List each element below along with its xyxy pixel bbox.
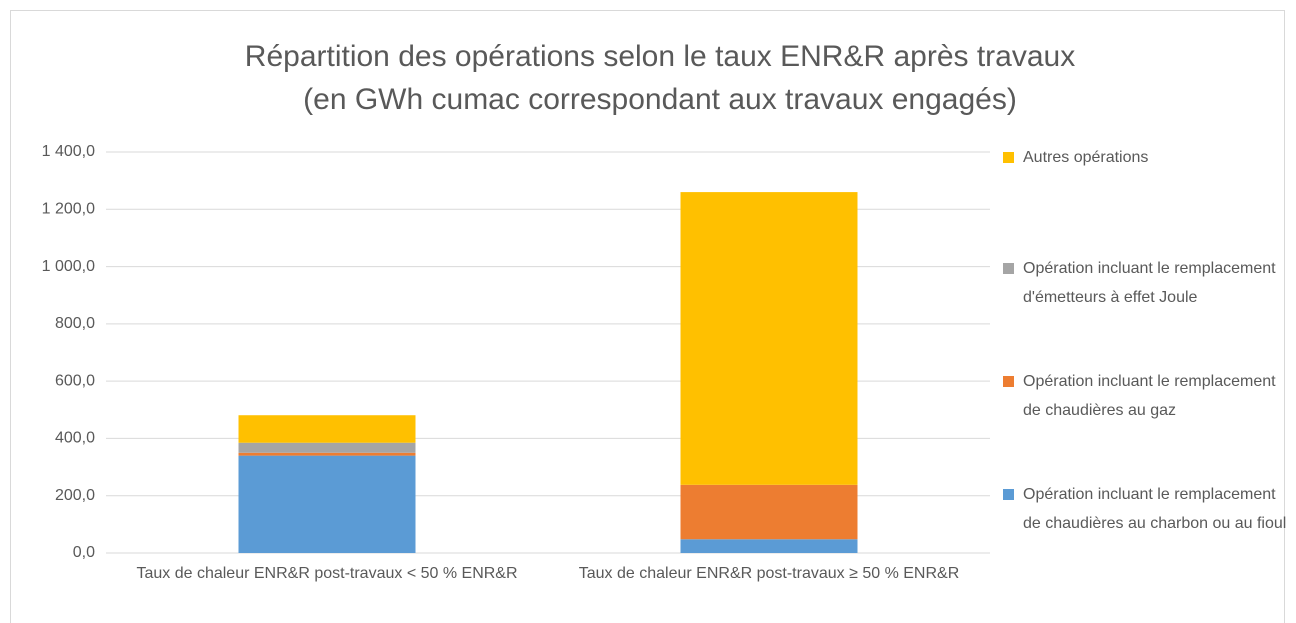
bar-segment <box>680 484 858 540</box>
legend-swatch <box>1003 376 1014 387</box>
legend-swatch <box>1003 489 1014 500</box>
bar-segment <box>238 415 416 443</box>
bar-segment <box>238 452 416 456</box>
chart-title: Répartition des opérations selon le taux… <box>244 40 1076 73</box>
x-tick-label: Taux de chaleur ENR&R post-travaux ≥ 50 … <box>578 565 960 582</box>
y-tick-label: 1 400,0 <box>42 143 95 160</box>
legend-label: Opération incluant le remplacement de ch… <box>1023 373 1276 419</box>
legend-label: Autres opérations <box>1023 149 1149 166</box>
y-tick-label: 400,0 <box>55 430 95 447</box>
bar-segment <box>680 192 858 485</box>
bar-segment <box>680 539 858 553</box>
legend-label: Opération incluant le remplacement d'éme… <box>1023 260 1276 306</box>
legend-swatch <box>1003 263 1014 274</box>
y-tick-label: 0,0 <box>73 544 95 561</box>
legend-label: Opération incluant le remplacement de ch… <box>1023 486 1287 532</box>
y-tick-label: 600,0 <box>55 372 95 389</box>
bar-segment <box>238 455 416 553</box>
y-tick-label: 800,0 <box>55 315 95 332</box>
legend-swatch <box>1003 152 1014 163</box>
y-tick-label: 200,0 <box>55 487 95 504</box>
y-tick-label: 1 200,0 <box>42 201 95 218</box>
chart-subtitle: (en GWh cumac correspondant aux travaux … <box>303 83 1017 116</box>
chart-frame <box>10 10 1285 623</box>
x-tick-label: Taux de chaleur ENR&R post-travaux < 50 … <box>136 565 518 582</box>
y-tick-label: 1 000,0 <box>42 258 95 275</box>
bar-segment <box>238 442 416 453</box>
